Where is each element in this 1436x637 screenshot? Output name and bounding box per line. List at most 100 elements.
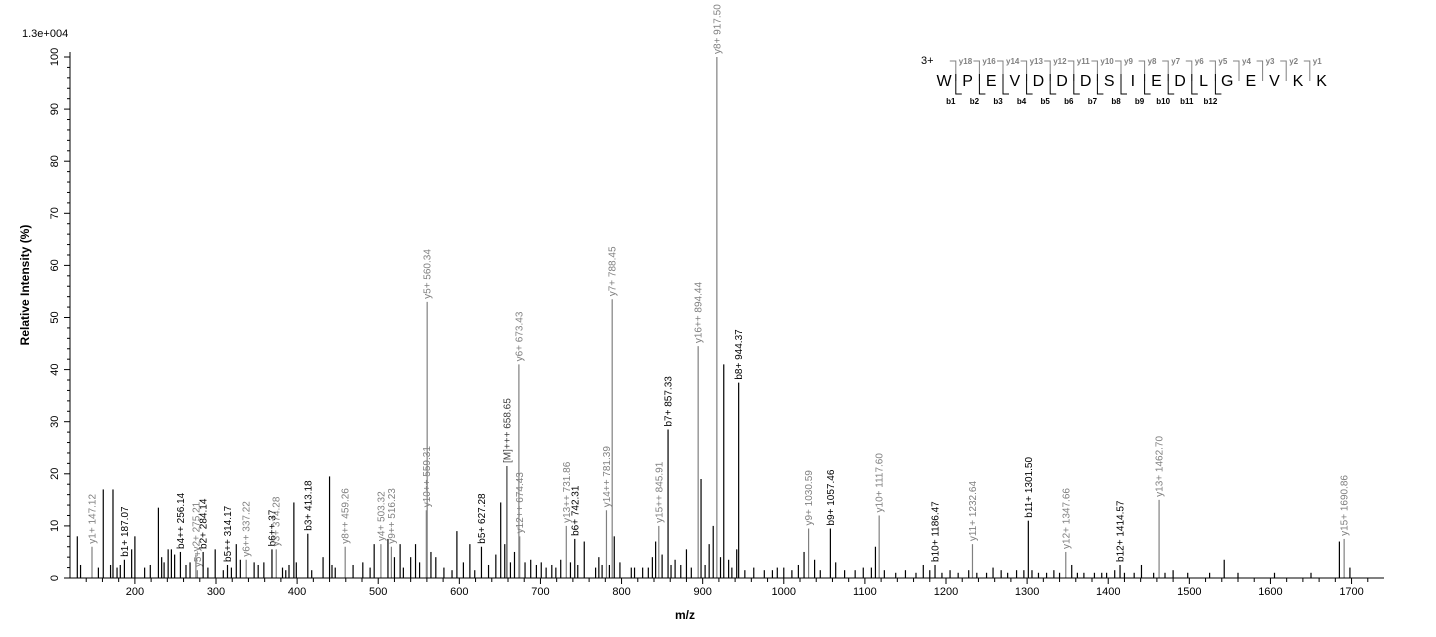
y-ion-marker-label: y11 bbox=[1077, 57, 1090, 66]
x-tick-label: 1100 bbox=[853, 586, 877, 598]
peak-label-y-ion: y11+ 1232.64 bbox=[968, 481, 979, 542]
x-tick-label: 500 bbox=[369, 586, 387, 598]
y-tick-label: 80 bbox=[49, 155, 61, 167]
b-ion-marker bbox=[1191, 74, 1198, 95]
x-tick-label: 1500 bbox=[1177, 586, 1201, 598]
b-ion-marker-label: b11 bbox=[1180, 97, 1194, 106]
sequence-residue: P bbox=[962, 73, 973, 90]
peak-label-b-ion: b4++ 256.14 bbox=[176, 492, 187, 549]
labeled-peaks: y1+ 147.12 b1+ 187.07 b4++ 256.14 y2+ 275.2… bbox=[87, 4, 1351, 578]
y-ion-marker bbox=[1233, 60, 1240, 81]
y-ion-marker bbox=[1138, 60, 1146, 81]
y-tick-label: 20 bbox=[49, 468, 61, 480]
x-tick-label: 600 bbox=[450, 586, 468, 598]
y-ion-marker bbox=[1185, 60, 1193, 81]
y-ion-marker-label: y6 bbox=[1195, 57, 1204, 66]
y-ion-marker bbox=[1303, 60, 1311, 81]
b-ion-marker-label: b3 bbox=[993, 97, 1003, 106]
peak-label-y-ion: y13+ 1462.70 bbox=[1155, 436, 1166, 497]
peak-label-b-ion: b5++ 314.17 bbox=[223, 505, 234, 562]
peak-label-b-ion: b6+ 742.31 bbox=[570, 485, 581, 536]
peak-label-b-ion: b12+ 1414.57 bbox=[1116, 500, 1127, 562]
y-ion-marker-label: y16 bbox=[982, 57, 996, 66]
y-ion-marker-label: y12 bbox=[1053, 57, 1067, 66]
y-tick-label: 100 bbox=[49, 48, 61, 66]
y-tick-label: 60 bbox=[49, 259, 61, 271]
peak-label-y-ion: y9++ 516.23 bbox=[387, 488, 398, 544]
x-tick-label: 1000 bbox=[772, 586, 796, 598]
y-tick-label: 90 bbox=[49, 103, 61, 115]
y-ion-marker-label: y1 bbox=[1313, 57, 1322, 66]
peak-label-y-ion: y10+ 1117.60 bbox=[875, 453, 886, 513]
peak-label-y-ion: y5+ bbox=[193, 551, 204, 568]
b-ion-marker-label: b12 bbox=[1204, 97, 1218, 106]
y-ion-marker bbox=[1280, 60, 1287, 81]
x-tick-label: 300 bbox=[207, 586, 225, 598]
y-tick-label: 70 bbox=[49, 207, 61, 219]
peak-label-b-ion: b3+ 413.18 bbox=[303, 480, 314, 531]
b-ion-marker-label: b2 bbox=[970, 97, 980, 106]
y-ion-marker bbox=[1209, 60, 1216, 81]
y-tick-label: 0 bbox=[49, 575, 61, 581]
peak-label-b-ion: b5+ 627.28 bbox=[477, 493, 488, 544]
b-ion-marker bbox=[1026, 74, 1033, 95]
x-axis-title: m/z bbox=[675, 608, 695, 622]
y-ion-marker bbox=[1162, 60, 1169, 81]
b-ion-marker bbox=[1144, 74, 1151, 95]
intensity-scale-label: 1.3e+004 bbox=[22, 28, 68, 40]
b-ion-marker bbox=[1073, 74, 1080, 95]
peak-label-y-ion: y15+ 1690.86 bbox=[1340, 475, 1351, 536]
sequence-residue: E bbox=[1245, 73, 1256, 90]
y-tick-label: 50 bbox=[49, 311, 61, 323]
y-ion-marker bbox=[1091, 60, 1098, 81]
b-ion-marker bbox=[1214, 74, 1222, 95]
sequence-residue: G bbox=[1221, 73, 1233, 90]
y-ion-marker-label: y9 bbox=[1124, 57, 1133, 66]
b-ion-marker bbox=[1167, 74, 1175, 95]
b-ion-marker-label: b10 bbox=[1156, 97, 1170, 106]
x-axis: 200 300 400 500 600 700 800 900 1000 1100 1200 1300… bbox=[70, 577, 1384, 598]
y-ion-marker bbox=[1115, 60, 1122, 81]
sequence-residue: V bbox=[1009, 73, 1020, 90]
peak-label-y-ion: y12++ 674.43 bbox=[515, 472, 526, 534]
peak-label-y-ion: y7+ 788.45 bbox=[608, 246, 619, 296]
peak-label-b-ion: b2+ 284.14 bbox=[199, 498, 210, 549]
b-ion-marker-label: b9 bbox=[1135, 97, 1145, 106]
y-ion-marker-label: y5 bbox=[1218, 57, 1227, 66]
peak-label-y-ion: y8++ 459.26 bbox=[341, 488, 352, 544]
sequence-residue: D bbox=[1174, 73, 1186, 90]
x-tick-label: 1300 bbox=[1015, 586, 1039, 598]
b-ion-marker-label: b8 bbox=[1111, 97, 1121, 106]
peak-label-y-ion: y2+ 275.21 bbox=[191, 501, 202, 551]
y-axis-title: Relative Intensity (%) bbox=[18, 225, 32, 346]
peak-label-b-ion: b7+ 857.33 bbox=[664, 376, 675, 427]
peak-label-b-ion: b9+ 1057.46 bbox=[826, 469, 837, 525]
sequence-residue: V bbox=[1269, 73, 1280, 90]
unlabeled-peaks bbox=[76, 364, 1351, 578]
y-tick-label: 10 bbox=[49, 520, 61, 532]
peak-label-y-ion: y16++ 894.44 bbox=[694, 282, 705, 344]
y-ion-marker bbox=[1020, 60, 1028, 81]
sequence-residue: D bbox=[1080, 73, 1092, 90]
y-ion-marker-label: y8 bbox=[1148, 57, 1157, 66]
b-ion-marker bbox=[978, 74, 986, 95]
sequence-residue: D bbox=[1033, 73, 1045, 90]
x-tick-label: 800 bbox=[612, 586, 630, 598]
x-tick-label: 900 bbox=[693, 586, 711, 598]
b-ion-marker-label: b4 bbox=[1017, 97, 1027, 106]
b-ion-marker-label: b1 bbox=[946, 97, 956, 106]
peak-label-y-ion: y14++ 781.39 bbox=[602, 446, 613, 508]
y-tick-label: 40 bbox=[49, 363, 61, 375]
b-ion-marker bbox=[1049, 74, 1057, 95]
b-ion-marker bbox=[1002, 74, 1009, 95]
peak-label-b-ion: b6++ 37 bbox=[267, 509, 278, 546]
peak-label-y-ion: y6++ 337.22 bbox=[242, 501, 253, 557]
y-tick-label: 30 bbox=[49, 416, 61, 428]
y-axis: 0 10 20 30 40 50 60 70 80 90 100 bbox=[49, 48, 71, 581]
b-ion-marker bbox=[1120, 74, 1127, 95]
y-ion-marker-label: y13 bbox=[1030, 57, 1044, 66]
sequence-residue: I bbox=[1131, 73, 1135, 90]
sequence-residue: S bbox=[1104, 73, 1115, 90]
y-ion-marker bbox=[1256, 60, 1264, 81]
sequence-residue: E bbox=[1151, 73, 1162, 90]
